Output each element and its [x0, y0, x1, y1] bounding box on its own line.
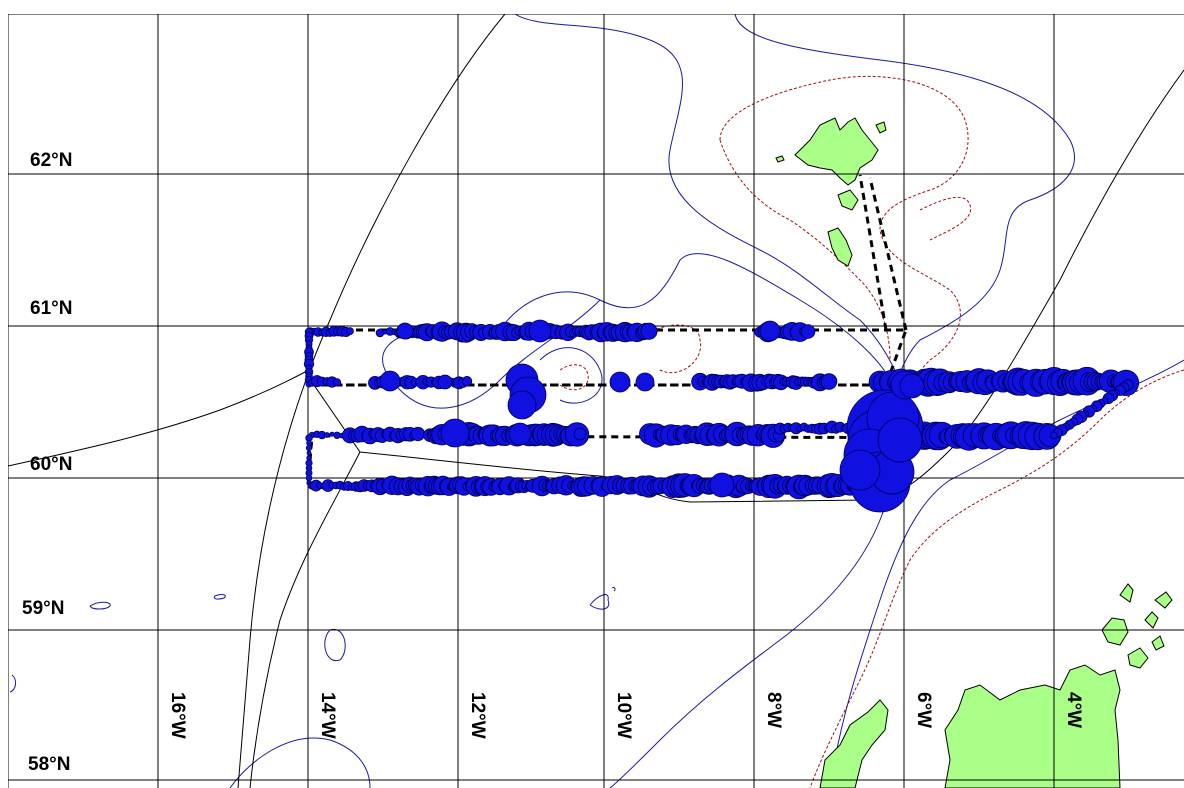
backscatter-mark — [396, 322, 414, 340]
backscatter-mark — [877, 417, 923, 463]
faroe-islet-4 — [775, 155, 785, 163]
backscatter-mark — [461, 376, 473, 387]
backscatter-mark — [709, 472, 735, 498]
lat-label-60n: 60°N — [30, 454, 72, 475]
backscatter-mark — [573, 427, 587, 441]
orkney-island-2 — [1127, 647, 1149, 669]
hebrides-coast — [819, 699, 889, 788]
lon-label-10w: 10°W — [613, 692, 634, 739]
orkney-island-5 — [1119, 583, 1134, 603]
backscatter-mark — [440, 418, 470, 448]
orkney-island-4 — [1154, 591, 1173, 609]
orkney-island-6 — [1151, 635, 1165, 651]
backscatter-mark — [609, 371, 631, 393]
backscatter-mark — [305, 474, 313, 482]
lon-label-8w: 8°W — [763, 692, 784, 728]
orkney-island-3 — [1144, 611, 1159, 629]
backscatter-mark — [1050, 431, 1058, 440]
backscatter-mark — [820, 373, 838, 390]
backscatter-mark — [508, 422, 532, 446]
backscatter-mark — [306, 440, 312, 446]
backscatter-mark — [410, 426, 426, 442]
lat-label-58n: 58°N — [28, 754, 70, 775]
backscatter-mark — [800, 324, 816, 339]
faroe-islet-3 — [875, 121, 887, 134]
scotland-coast — [944, 664, 1121, 788]
lat-label-62n: 62°N — [30, 150, 72, 171]
orkney-island-1 — [1101, 617, 1129, 646]
backscatter-mark — [332, 378, 342, 387]
backscatter-mark — [899, 373, 925, 399]
backscatter-mark — [306, 450, 312, 456]
boundary-lines — [8, 14, 1184, 788]
backscatter-mark — [346, 327, 354, 336]
faroe-islands — [794, 117, 879, 186]
faroe-islet-1 — [837, 189, 859, 211]
backscatter-mark — [437, 374, 453, 390]
lon-label-14w: 14°W — [317, 692, 338, 739]
backscatter-mark — [379, 370, 401, 392]
backscatter-mark — [324, 432, 330, 438]
backscatter-mark — [528, 319, 552, 343]
backscatter-mark — [635, 372, 655, 392]
land-masses — [775, 117, 1173, 788]
lat-label-61n: 61°N — [30, 298, 72, 319]
backscatter-mark — [507, 390, 537, 420]
lon-label-16w: 16°W — [167, 692, 188, 739]
dashed-contours — [559, 75, 1184, 788]
lat-label-59n: 59°N — [22, 598, 64, 619]
backscatter-mark — [305, 444, 313, 452]
backscatter-mark — [759, 320, 781, 342]
backscatter-mark — [640, 322, 658, 340]
backscatter-mark — [839, 449, 881, 491]
acoustic-marks — [303, 319, 1140, 513]
lon-label-4w: 4°W — [1063, 692, 1084, 728]
lon-label-6w: 6°W — [913, 692, 934, 728]
graticule — [8, 14, 1184, 788]
bathymetry-contours — [9, 14, 1184, 788]
longitude-labels: 16°W 14°W 12°W 10°W 8°W 6°W 4°W — [167, 692, 1084, 739]
latitude-labels: 62°N 61°N 60°N 59°N 58°N — [22, 150, 72, 775]
lon-label-12w: 12°W — [467, 692, 488, 739]
faroe-islet-2 — [827, 227, 853, 267]
